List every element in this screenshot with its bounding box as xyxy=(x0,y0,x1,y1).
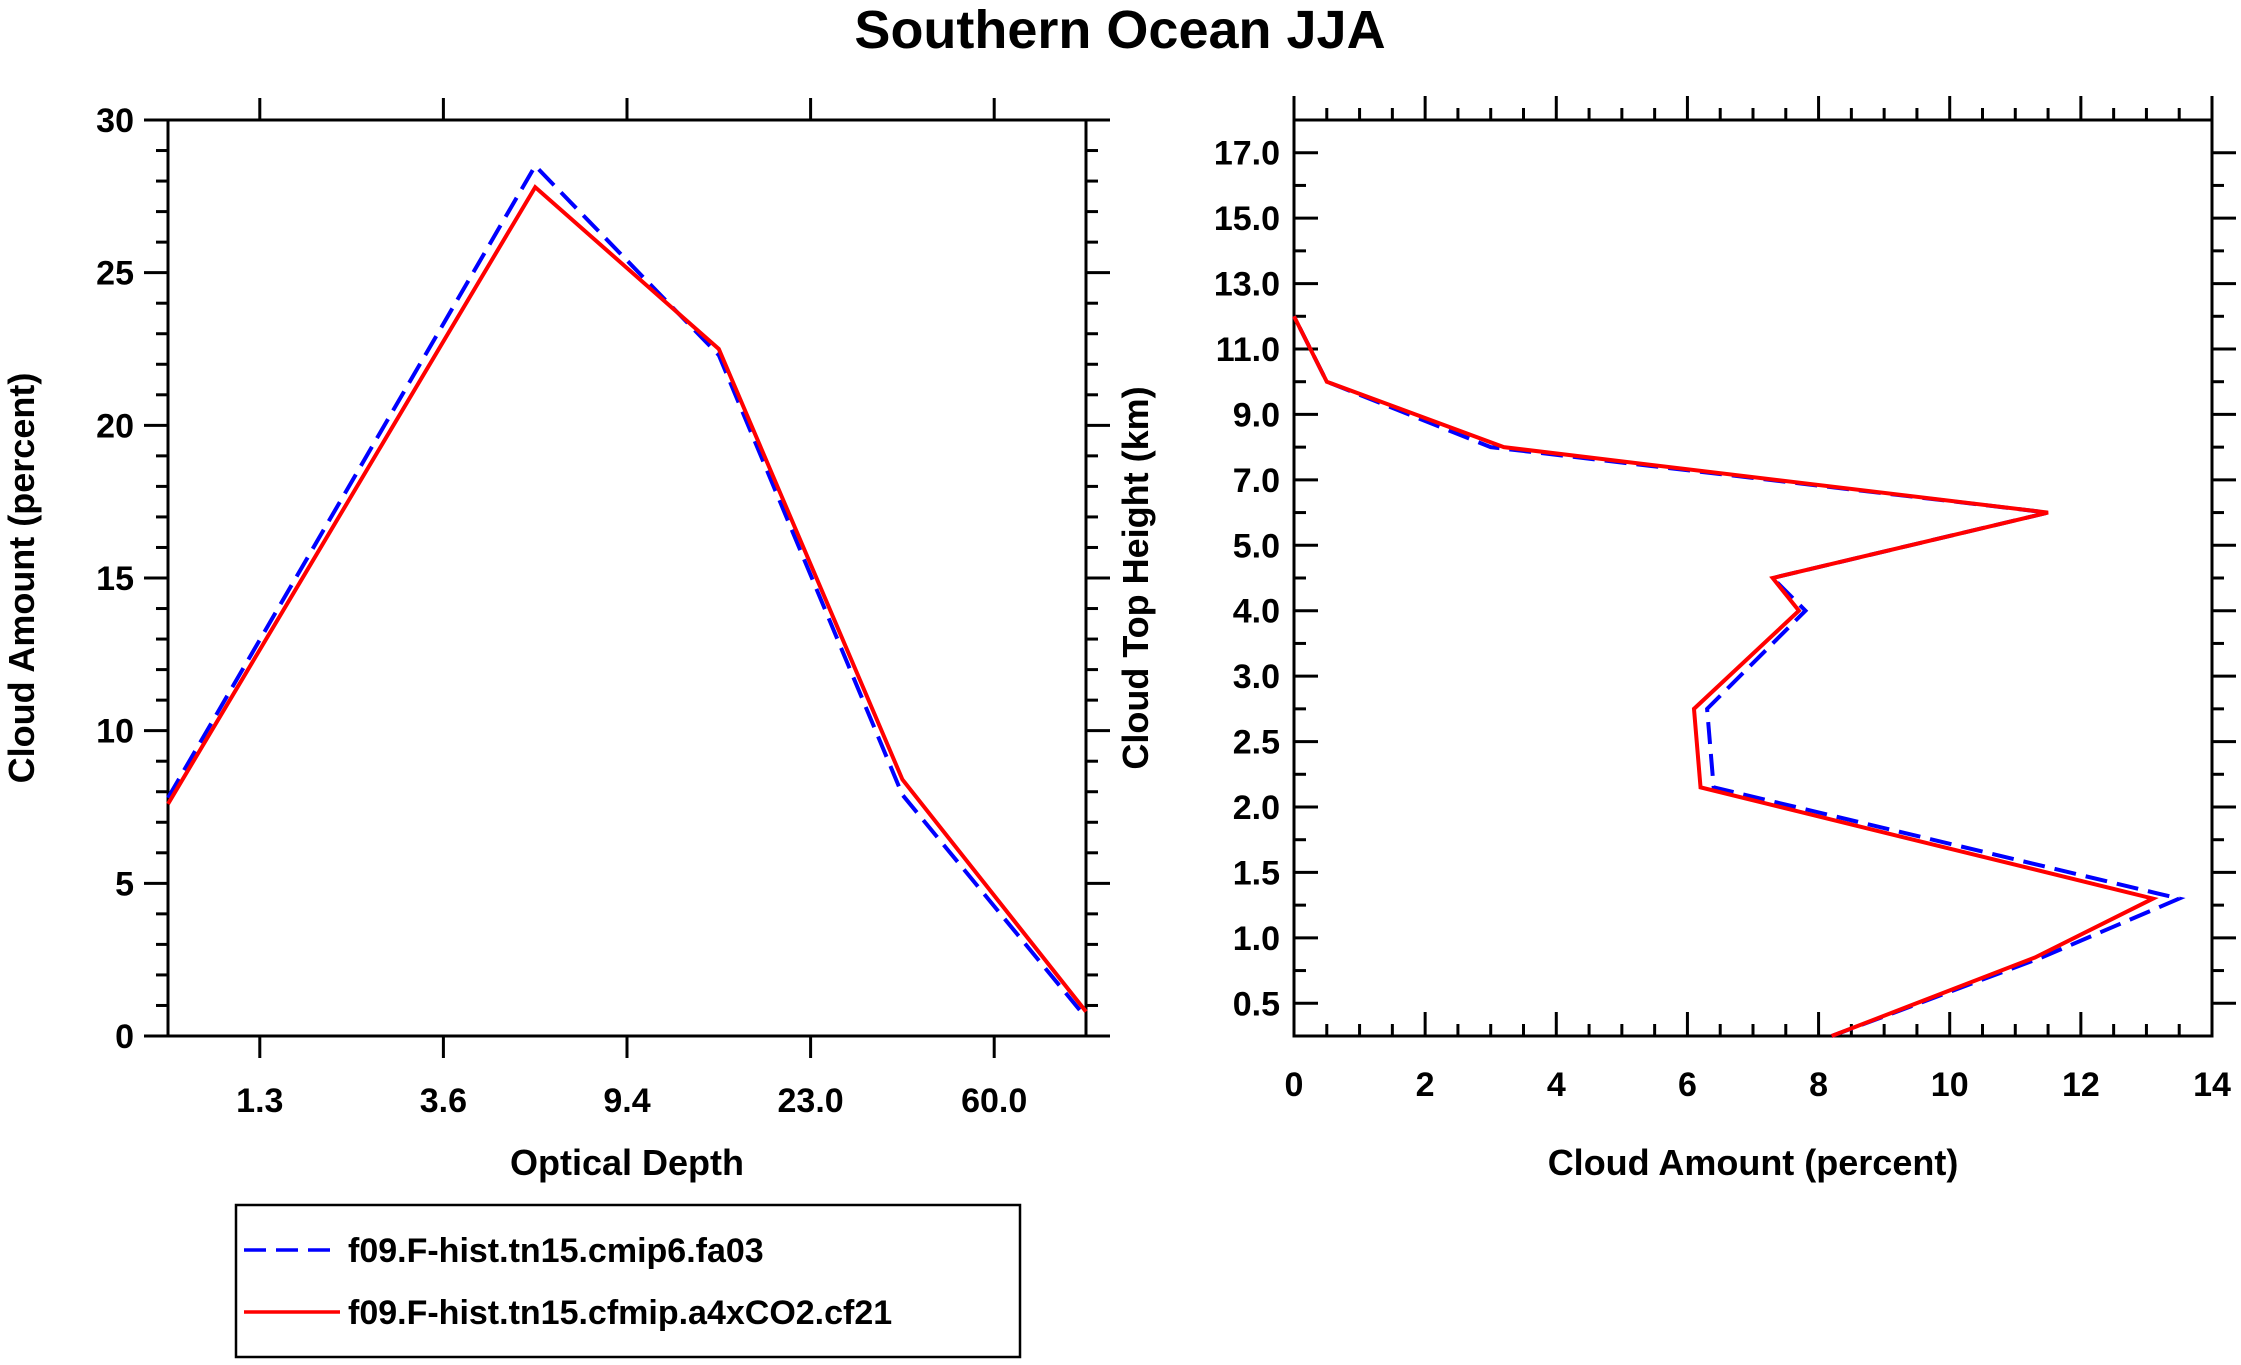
right-y-tick-label: 5.0 xyxy=(1233,527,1280,565)
right-y-tick-label: 4.0 xyxy=(1233,593,1280,631)
right-series-line-a4xco2 xyxy=(1292,315,2159,1038)
left-y-tick-label: 25 xyxy=(96,255,134,293)
right-x-tick-label: 12 xyxy=(2062,1066,2100,1104)
left-y-tick-label: 10 xyxy=(96,713,134,751)
left-series-line-cmip6 xyxy=(166,162,1088,1019)
chart-title: Southern Ocean JJA xyxy=(854,0,1385,60)
right-axis-ticks: 0 2 4 6 8 10 12 14 0.5 1.0 1.5 2.0 2.5 3.0 4.0 5.0 7.0 9.… xyxy=(1214,96,2236,1104)
left-series-group xyxy=(166,162,1088,1019)
right-y-tick-label: 3.0 xyxy=(1233,658,1280,696)
right-x-tick-label: 6 xyxy=(1678,1066,1697,1104)
legend-box xyxy=(234,1203,1022,1359)
legend-label-cmip6: f09.F-hist.tn15.cmip6.fa03 xyxy=(348,1232,764,1270)
right-y-tick-label: 13.0 xyxy=(1214,266,1280,304)
right-y-tick-label: 17.0 xyxy=(1214,135,1280,173)
right-y-tick-label: 1.5 xyxy=(1233,854,1280,892)
right-y-tick-label: 2.0 xyxy=(1233,789,1280,827)
right-y-tick-label: 2.5 xyxy=(1233,724,1280,762)
left-y-axis-label: Cloud Amount (percent) xyxy=(1,373,42,784)
left-x-tick-label: 3.6 xyxy=(420,1082,467,1120)
legend: f09.F-hist.tn15.cmip6.fa03 f09.F-hist.tn… xyxy=(234,1203,1022,1359)
left-y-tick-label: 0 xyxy=(115,1018,134,1056)
left-x-tick-label: 23.0 xyxy=(778,1082,844,1120)
right-x-tick-label: 10 xyxy=(1931,1066,1969,1104)
left-axis-ticks: 0 5 10 15 20 25 30 1.3 3.6 9.4 23.0 60.0 xyxy=(96,98,1110,1120)
left-chart: 0 5 10 15 20 25 30 1.3 3.6 9.4 23.0 60.0 Optical De… xyxy=(1,98,1110,1183)
legend-label-a4xco2: f09.F-hist.tn15.cfmip.a4xCO2.cf21 xyxy=(348,1294,892,1332)
right-y-tick-label: 15.0 xyxy=(1214,200,1280,238)
right-chart: 0 2 4 6 8 10 12 14 0.5 1.0 1.5 2.0 2.5 3.0 4.0 5.0 7.0 9.… xyxy=(1115,96,2236,1183)
right-y-tick-label: 0.5 xyxy=(1233,985,1280,1023)
right-x-tick-label: 14 xyxy=(2193,1066,2231,1104)
right-y-tick-label: 9.0 xyxy=(1233,396,1280,434)
left-y-tick-label: 15 xyxy=(96,560,134,598)
right-x-axis-label: Cloud Amount (percent) xyxy=(1548,1142,1959,1183)
right-plot-frame xyxy=(1292,118,2214,1038)
left-x-tick-label: 9.4 xyxy=(603,1082,650,1120)
right-x-tick-label: 2 xyxy=(1416,1066,1435,1104)
right-y-tick-label: 7.0 xyxy=(1233,462,1280,500)
right-y-tick-label: 1.0 xyxy=(1233,920,1280,958)
left-x-tick-label: 1.3 xyxy=(236,1082,283,1120)
right-series-line-cmip6 xyxy=(1292,315,2186,1038)
left-series-line-a4xco2 xyxy=(166,184,1088,1013)
right-x-tick-label: 8 xyxy=(1809,1066,1828,1104)
left-plot-frame xyxy=(166,118,1088,1038)
left-x-axis-label: Optical Depth xyxy=(510,1142,744,1183)
left-x-tick-label: 60.0 xyxy=(961,1082,1027,1120)
right-x-tick-label: 0 xyxy=(1285,1066,1304,1104)
right-series-group xyxy=(1292,315,2186,1038)
left-y-tick-label: 20 xyxy=(96,407,134,445)
right-y-axis-label: Cloud Top Height (km) xyxy=(1115,386,1156,769)
left-y-tick-label: 5 xyxy=(115,865,134,903)
left-y-tick-label: 30 xyxy=(96,102,134,140)
right-y-tick-label: 11.0 xyxy=(1216,331,1280,369)
right-x-tick-label: 4 xyxy=(1547,1066,1566,1104)
